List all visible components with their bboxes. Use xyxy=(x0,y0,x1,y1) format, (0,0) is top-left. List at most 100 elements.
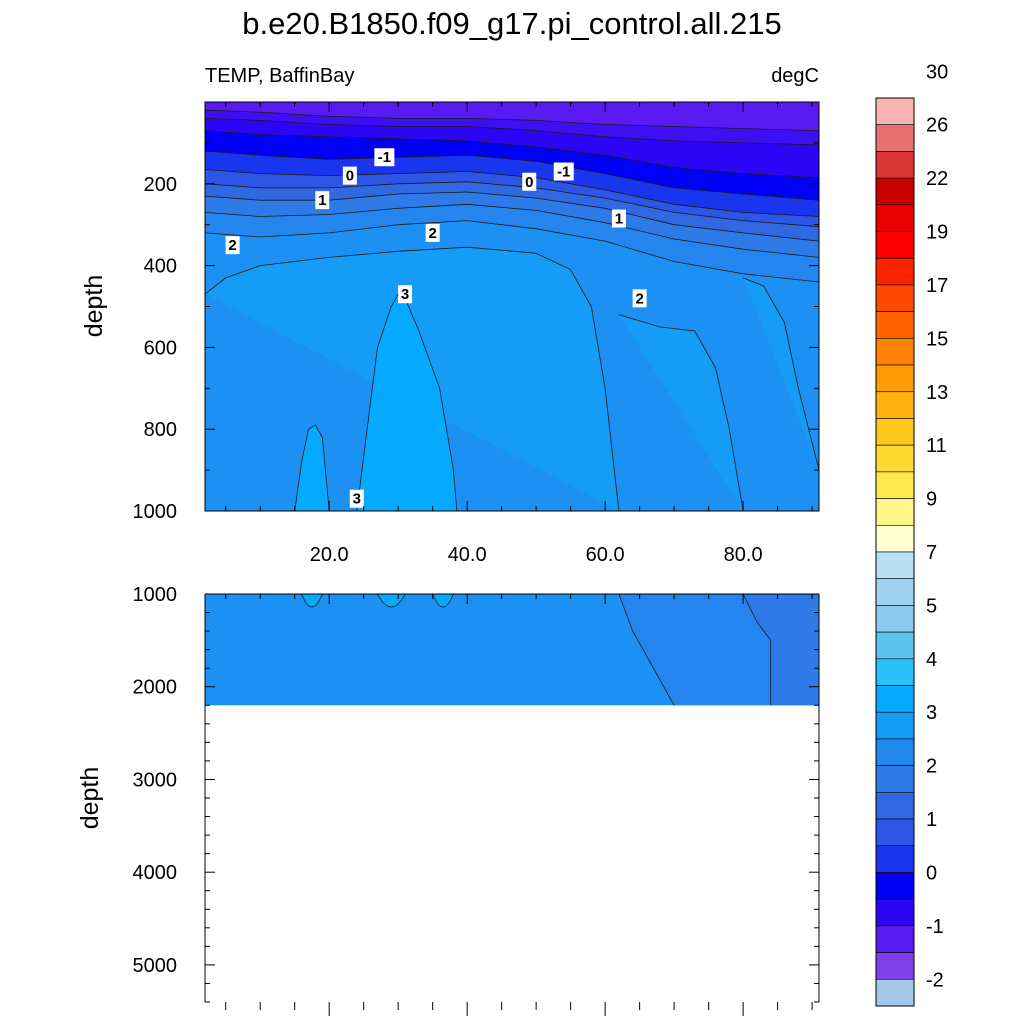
colorbar-swatch xyxy=(875,631,915,660)
colorbar-frame xyxy=(875,97,915,1007)
contour-label-box xyxy=(342,166,357,185)
colorbar-label: 4 xyxy=(926,649,937,671)
colorbar-swatch xyxy=(875,177,915,206)
contour-label: -1 xyxy=(557,164,570,181)
colorbar-label: 15 xyxy=(926,328,948,350)
contour-label: 1 xyxy=(318,192,326,209)
colorbar-swatch xyxy=(875,925,915,953)
colorbar-swatch xyxy=(875,311,915,339)
y-tick-label: 1000 xyxy=(133,501,178,523)
contour-band xyxy=(743,594,819,706)
colorbar-swatch xyxy=(875,498,915,526)
colorbar-swatch xyxy=(875,471,915,499)
y-tick-label: 3000 xyxy=(133,769,178,791)
contour-line xyxy=(294,424,330,512)
colorbar-swatch xyxy=(875,231,915,259)
colorbar-label: 11 xyxy=(926,435,947,457)
lower-y-axis-label: depth xyxy=(76,767,104,830)
y-tick-label: 1000 xyxy=(133,584,178,606)
contour-label: 3 xyxy=(401,286,409,303)
y-tick-label: 600 xyxy=(144,337,177,359)
contour-line xyxy=(356,293,458,512)
y-tick-label: 200 xyxy=(144,174,177,196)
colorbar-swatch xyxy=(875,204,915,232)
colorbar-label: 22 xyxy=(926,168,948,190)
contour-label-box xyxy=(611,209,626,228)
colorbar-label: 19 xyxy=(926,222,948,244)
colorbar-swatch xyxy=(875,551,915,580)
upper-y-axis-label: depth xyxy=(80,275,108,338)
x-tick-label: 20.0 xyxy=(310,544,349,566)
y-tick-label: 2000 xyxy=(133,677,178,699)
y-tick-label: 4000 xyxy=(133,862,178,884)
contour-label-box xyxy=(425,223,440,242)
colorbar-swatch xyxy=(875,605,915,633)
colorbar-swatch xyxy=(875,898,915,927)
contour-line xyxy=(204,169,820,217)
contour-label-box xyxy=(315,191,330,210)
colorbar-label: 9 xyxy=(926,489,937,511)
colorbar-swatch xyxy=(875,845,915,873)
colorbar-swatch xyxy=(875,444,915,473)
contour-label: 2 xyxy=(428,225,436,242)
contour-label-box xyxy=(398,285,413,304)
contour-band xyxy=(618,314,744,511)
contour-label: 2 xyxy=(228,237,236,254)
colorbar-label: -1 xyxy=(926,916,944,938)
contour-label-box xyxy=(225,236,240,255)
colorbar-swatch xyxy=(875,978,915,1007)
upper-panel: -1 -1 0 0 1 1 2 2 2 3 3 200 400 600 800 1000 20.0 40.0 60.… xyxy=(133,101,820,566)
colorbar-label: 17 xyxy=(926,275,948,297)
contour-label-box xyxy=(349,489,364,508)
contour-label: 2 xyxy=(635,290,643,307)
colorbar-label: 2 xyxy=(926,756,937,778)
colorbar-label: 13 xyxy=(926,382,948,404)
contour-label-box xyxy=(374,148,395,167)
colorbar-label: 26 xyxy=(926,115,948,137)
y-tick-label: 400 xyxy=(144,256,177,278)
colorbar-swatch xyxy=(875,97,915,126)
contour-label: 0 xyxy=(525,174,533,191)
colorbar-swatch xyxy=(875,524,915,553)
contour-line xyxy=(204,118,820,146)
colorbar-swatch xyxy=(875,578,915,606)
contour-label: 0 xyxy=(346,168,354,185)
contour-label: 3 xyxy=(353,491,361,508)
x-tick-label: 40.0 xyxy=(448,544,487,566)
colorbar-label: 1 xyxy=(926,809,937,831)
contour-line xyxy=(204,246,620,512)
colorbar-swatch xyxy=(875,124,915,152)
contour-line xyxy=(204,109,820,131)
contour-line xyxy=(742,593,772,706)
left-subtitle: TEMP, BaffinBay xyxy=(205,65,354,87)
colorbar-swatch xyxy=(875,284,915,312)
contour-band xyxy=(356,294,457,511)
colorbar-swatch xyxy=(875,151,915,179)
contour-line xyxy=(204,191,820,242)
units-subtitle: degC xyxy=(771,65,819,87)
contour-label: -1 xyxy=(378,149,391,166)
contour-line xyxy=(204,130,820,179)
contour-label-box xyxy=(632,289,647,308)
y-tick-label: 800 xyxy=(144,419,177,441)
colorbar-label: 3 xyxy=(926,702,937,724)
colorbar-label: 30 xyxy=(926,61,948,83)
colorbar: -2 -1 0 1 2 3 4 5 7 9 11 13 15 17 19 22 26 30 xyxy=(875,61,948,1007)
colorbar-label: -2 xyxy=(926,969,944,991)
contour-line xyxy=(618,593,675,706)
colorbar-swatch xyxy=(875,391,915,419)
colorbar-swatch xyxy=(875,257,915,286)
colorbar-swatch xyxy=(875,765,915,793)
colorbar-swatch xyxy=(875,711,915,740)
colorbar-swatch xyxy=(875,952,915,980)
colorbar-swatch xyxy=(875,872,915,900)
colorbar-swatch xyxy=(875,418,915,446)
colorbar-label: 7 xyxy=(926,542,937,564)
colorbar-swatch xyxy=(875,658,915,686)
colorbar-swatch xyxy=(875,338,915,366)
contour-line xyxy=(204,220,820,283)
chart-title: b.e20.B1850.f09_g17.pi_control.all.215 xyxy=(242,6,782,41)
colorbar-label: 0 xyxy=(926,862,937,884)
contour-band xyxy=(743,277,819,471)
